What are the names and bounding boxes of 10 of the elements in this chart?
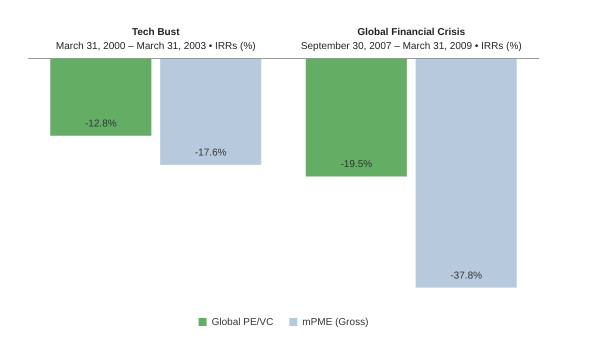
legend-label: mPME (Gross) [302, 316, 368, 328]
data-label: -17.6% [194, 148, 227, 159]
text: September 30, 2007 – March 31, 2009 • IRRs (%) [300, 40, 522, 52]
x-tick-label: Global Financial Crisis [357, 26, 466, 38]
data-label: -37.8% [450, 270, 482, 282]
data-label: -19.5% [340, 159, 372, 170]
text: March 31, 2000 – March 31, 2003 • IRRs (%) [56, 40, 256, 52]
legend-label: Global PE/VC [212, 316, 274, 328]
data-label: -12.8% [84, 118, 117, 130]
x-tick-label: Tech Bust [132, 26, 180, 38]
